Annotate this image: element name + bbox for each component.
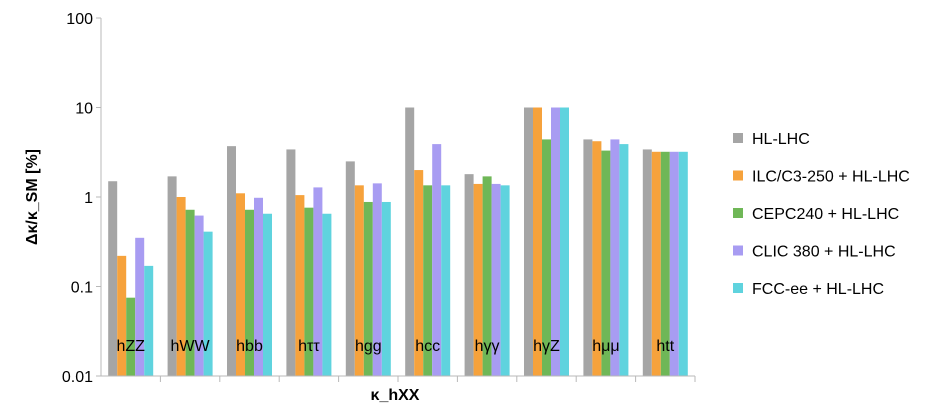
bar (176, 197, 186, 376)
x-category-label: hγZ (533, 338, 560, 355)
bar (533, 107, 542, 376)
bar (203, 231, 213, 376)
bar (601, 150, 611, 376)
bar (354, 185, 364, 376)
x-category-label: hcc (415, 338, 440, 355)
bar (108, 181, 118, 376)
x-category-label: hbb (236, 338, 263, 355)
bar (322, 213, 332, 376)
bar (491, 183, 501, 376)
legend-label: FCC-ee + HL-LHC (752, 281, 884, 298)
x-category-label: hWW (171, 338, 211, 355)
y-tick-label: 10 (75, 101, 93, 118)
bar (423, 185, 433, 376)
bar (592, 141, 602, 376)
bar (405, 107, 415, 376)
x-category-label: hγγ (475, 338, 500, 355)
bar (295, 195, 305, 376)
bar (363, 201, 373, 376)
bar (254, 197, 263, 376)
legend-swatch (733, 133, 743, 143)
bar (304, 207, 314, 376)
legend-swatch (733, 245, 743, 256)
bar (651, 151, 661, 376)
y-ticks: 0.01 0.1 1 10 100 (62, 11, 101, 386)
bar (660, 151, 670, 376)
y-axis-title: Δκ/κ_SM [%] (24, 149, 41, 245)
bar (414, 170, 424, 376)
legend-swatch (733, 283, 743, 293)
bar (524, 107, 533, 376)
x-category-label: hττ (298, 338, 320, 355)
bar (500, 185, 510, 376)
bar (642, 149, 652, 376)
legend-label: CLIC 380 + HL-LHC (752, 244, 896, 261)
bar (227, 146, 236, 376)
bar (286, 149, 296, 376)
bar (263, 213, 272, 376)
bar (441, 185, 451, 376)
bar (381, 201, 391, 376)
x-category-label: hgg (355, 338, 382, 355)
y-tick-label: 1 (84, 190, 93, 207)
bar (551, 107, 560, 376)
x-category-label: hZZ (116, 338, 145, 355)
bar (313, 187, 323, 376)
y-tick-label: 0.1 (71, 280, 93, 297)
bar (372, 183, 382, 376)
legend-label: ILC/C3-250 + HL-LHC (752, 169, 910, 186)
legend-swatch (733, 170, 743, 181)
bar (619, 144, 629, 376)
bar (432, 144, 442, 376)
x-category-label: hμμ (592, 338, 619, 355)
bar (345, 161, 355, 376)
bar (236, 193, 245, 376)
bar (245, 209, 254, 376)
bar (583, 139, 593, 376)
bar (482, 176, 492, 376)
bar (135, 237, 145, 376)
bar (669, 151, 679, 376)
bar (144, 265, 154, 376)
bar (678, 151, 688, 376)
bar (560, 107, 569, 376)
legend-swatch (733, 208, 743, 218)
y-tick-label: 0.01 (62, 369, 93, 386)
bar (473, 183, 483, 376)
bar (542, 139, 551, 376)
legend-label: CEPC240 + HL-LHC (752, 206, 899, 223)
category-labels: hZZ hWW hbb hττ hgg hcc hγγ hγZ hμμ htt (116, 338, 696, 382)
bar (194, 215, 204, 376)
bar (464, 174, 474, 376)
x-axis-title: κ_hXX (371, 387, 420, 404)
bar (610, 139, 620, 376)
bar (126, 297, 136, 376)
bar (167, 176, 177, 376)
x-category-label: htt (656, 338, 674, 355)
legend-label: HL-LHC (752, 131, 810, 148)
legend: HL-LHC ILC/C3-250 + HL-LHC CEPC240 + HL-LH… (733, 131, 910, 298)
bars-layer (108, 107, 688, 376)
y-tick-label: 100 (66, 11, 93, 28)
bar (117, 255, 127, 376)
bar (185, 209, 195, 376)
